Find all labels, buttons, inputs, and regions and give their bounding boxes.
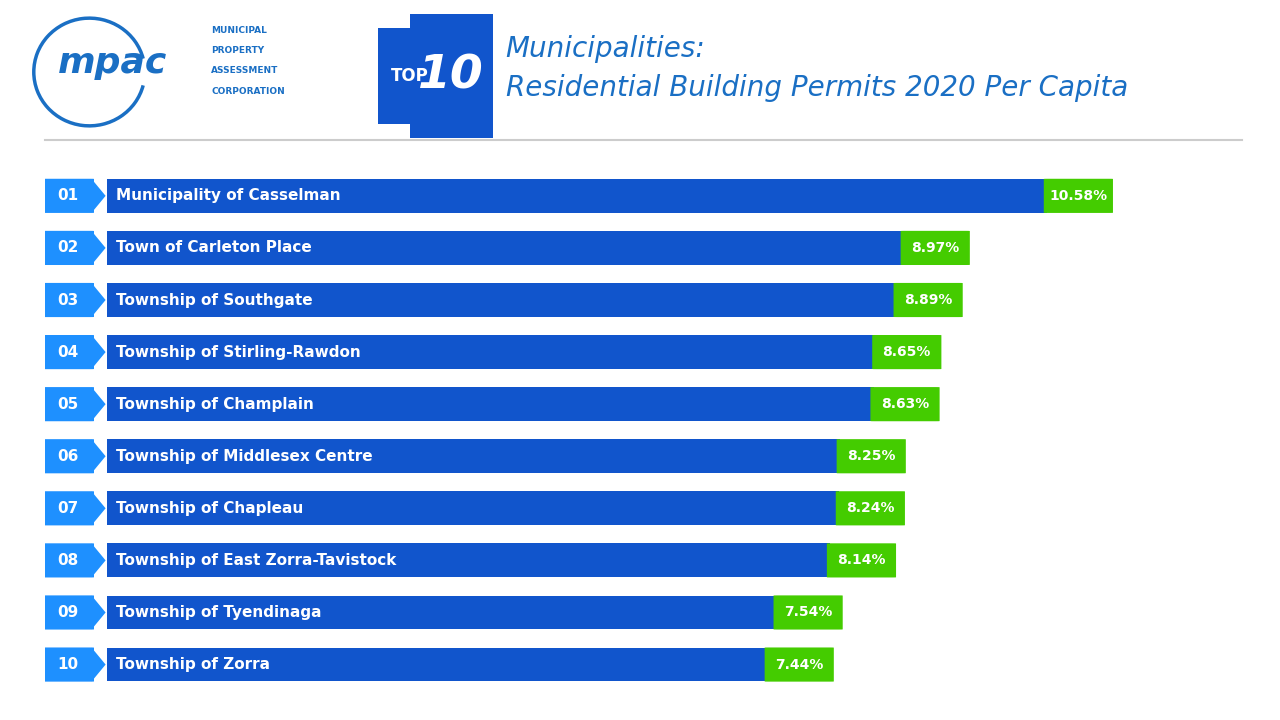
Text: MUNICIPAL: MUNICIPAL	[211, 26, 268, 35]
FancyBboxPatch shape	[42, 647, 93, 682]
Polygon shape	[92, 283, 106, 317]
Text: 05: 05	[58, 397, 79, 412]
Polygon shape	[92, 179, 106, 213]
Polygon shape	[92, 491, 106, 526]
Text: 10: 10	[419, 53, 484, 99]
FancyBboxPatch shape	[42, 491, 93, 526]
Bar	[106, 335, 876, 369]
Text: Township of Zorra: Township of Zorra	[116, 657, 270, 672]
Bar	[106, 491, 840, 526]
FancyBboxPatch shape	[870, 387, 940, 421]
Text: PROPERTY: PROPERTY	[211, 46, 265, 55]
Text: 8.89%: 8.89%	[904, 293, 952, 307]
Text: Town of Carleton Place: Town of Carleton Place	[116, 240, 312, 256]
Polygon shape	[92, 595, 106, 629]
Polygon shape	[92, 387, 106, 421]
Text: Township of East Zorra-Tavistock: Township of East Zorra-Tavistock	[116, 553, 397, 568]
Text: CORPORATION: CORPORATION	[211, 86, 285, 96]
FancyBboxPatch shape	[42, 283, 93, 317]
Bar	[106, 283, 897, 317]
Bar	[106, 387, 874, 421]
Text: Township of Tyendinaga: Township of Tyendinaga	[116, 605, 321, 620]
FancyBboxPatch shape	[42, 544, 93, 577]
FancyBboxPatch shape	[42, 179, 93, 213]
Text: 01: 01	[58, 189, 79, 203]
FancyBboxPatch shape	[42, 335, 93, 369]
Text: mpac: mpac	[58, 46, 166, 80]
FancyBboxPatch shape	[42, 231, 93, 265]
FancyBboxPatch shape	[872, 335, 941, 369]
Text: 10.58%: 10.58%	[1050, 189, 1107, 203]
FancyBboxPatch shape	[764, 647, 833, 682]
Bar	[106, 179, 1047, 213]
Text: 04: 04	[58, 345, 79, 359]
Text: 8.24%: 8.24%	[846, 501, 895, 516]
Polygon shape	[92, 544, 106, 577]
FancyBboxPatch shape	[42, 595, 93, 629]
FancyBboxPatch shape	[893, 283, 963, 317]
Text: 7.54%: 7.54%	[783, 606, 832, 619]
Text: Township of Champlain: Township of Champlain	[116, 397, 315, 412]
Text: 8.63%: 8.63%	[881, 397, 929, 411]
Text: 02: 02	[58, 240, 79, 256]
Text: Township of Middlesex Centre: Township of Middlesex Centre	[116, 449, 372, 464]
FancyBboxPatch shape	[827, 544, 896, 577]
Polygon shape	[92, 439, 106, 473]
Text: Township of Stirling-Rawdon: Township of Stirling-Rawdon	[116, 345, 361, 359]
Text: 7.44%: 7.44%	[774, 657, 823, 672]
Text: 03: 03	[58, 292, 79, 307]
Text: 09: 09	[58, 605, 79, 620]
Text: 08: 08	[58, 553, 79, 568]
Bar	[106, 231, 904, 265]
Text: TOP: TOP	[390, 67, 429, 85]
Text: 8.97%: 8.97%	[911, 241, 960, 255]
Polygon shape	[92, 231, 106, 265]
FancyBboxPatch shape	[773, 595, 842, 629]
Text: 06: 06	[58, 449, 79, 464]
Bar	[106, 544, 831, 577]
FancyBboxPatch shape	[837, 439, 906, 473]
FancyBboxPatch shape	[42, 387, 93, 421]
Text: 8.65%: 8.65%	[883, 345, 931, 359]
Text: ASSESSMENT: ASSESSMENT	[211, 66, 279, 76]
Polygon shape	[92, 335, 106, 369]
Text: Municipality of Casselman: Municipality of Casselman	[116, 189, 340, 203]
Text: Residential Building Permits 2020 Per Capita: Residential Building Permits 2020 Per Ca…	[506, 74, 1128, 102]
Text: 8.14%: 8.14%	[837, 554, 886, 567]
FancyBboxPatch shape	[836, 491, 905, 526]
Polygon shape	[92, 647, 106, 681]
Text: 07: 07	[58, 501, 79, 516]
Bar	[106, 647, 768, 681]
Text: 8.25%: 8.25%	[847, 449, 896, 463]
Bar	[106, 439, 840, 473]
Text: 10: 10	[58, 657, 79, 672]
FancyBboxPatch shape	[42, 439, 93, 473]
Bar	[106, 595, 777, 629]
Text: Township of Chapleau: Township of Chapleau	[116, 501, 303, 516]
Text: Municipalities:: Municipalities:	[506, 35, 705, 63]
FancyBboxPatch shape	[901, 231, 970, 265]
FancyBboxPatch shape	[1043, 179, 1114, 213]
Text: Township of Southgate: Township of Southgate	[116, 292, 314, 307]
